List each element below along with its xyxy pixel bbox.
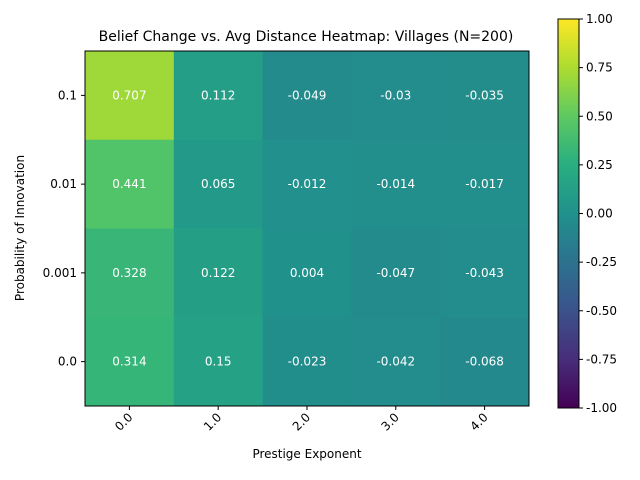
y-tick-label: 0.01 [50, 177, 77, 191]
colorbar-tick-label: -1.00 [586, 401, 617, 415]
colorbar-tick-label: 0.25 [586, 158, 613, 172]
cell-value-label: -0.068 [465, 355, 504, 369]
x-tick-label: 0.0 [112, 410, 135, 433]
heatmap-cell [262, 51, 352, 141]
cell-value-label: -0.047 [376, 266, 415, 280]
cell-value-label: 0.328 [112, 266, 146, 280]
cell-value-label: 0.314 [112, 355, 146, 369]
cell-value-label: 0.15 [205, 355, 232, 369]
heatmap-cell [262, 228, 352, 318]
colorbar-tick-label: 1.00 [586, 12, 613, 26]
cell-value-label: 0.441 [112, 177, 146, 191]
colorbar-ticks: -1.00 -0.75 -0.50 -0.25 0.00 0.25 0.50 0.75 1.00 [579, 12, 617, 415]
heatmap-cell [440, 139, 530, 229]
heatmap-cells: 0.707 0.112 -0.049 -0.03 -0.035 0.441 0.065 -0.… [85, 51, 530, 407]
colorbar-tick-label: 0.00 [586, 207, 613, 221]
colorbar-tick-label: -0.75 [586, 352, 617, 366]
heatmap-cell [85, 228, 175, 318]
x-tick-label: 1.0 [201, 410, 224, 433]
chart-title: Belief Change vs. Avg Distance Heatmap: … [99, 29, 514, 45]
heatmap-cell [173, 139, 264, 229]
cell-value-label: 0.065 [201, 177, 235, 191]
x-tick-label: 2.0 [290, 410, 313, 433]
cell-value-label: 0.004 [290, 266, 324, 280]
y-tick-label: 0.1 [58, 88, 77, 102]
heatmap-cell [351, 228, 441, 318]
heatmap-cell [173, 51, 264, 141]
colorbar-tick-label: -0.50 [586, 304, 617, 318]
heatmap-cell [262, 317, 352, 407]
cell-value-label: -0.012 [288, 177, 327, 191]
y-tick-label: 0.001 [43, 266, 77, 280]
heatmap-cell [440, 317, 530, 407]
x-tick-label: 4.0 [467, 410, 490, 433]
heatmap-cell [262, 139, 352, 229]
heatmap-cell [440, 51, 530, 141]
y-axis-ticks: 0.1 0.01 0.001 0.0 [43, 88, 85, 369]
y-tick-label: 0.0 [58, 355, 77, 369]
colorbar [557, 18, 580, 409]
heatmap-cell [85, 139, 175, 229]
heatmap-cell [85, 51, 175, 141]
cell-value-label: 0.707 [112, 88, 146, 102]
cell-value-label: -0.049 [288, 88, 327, 102]
cell-value-label: -0.014 [376, 177, 415, 191]
heatmap-cell [351, 51, 441, 141]
heatmap-cell [173, 228, 264, 318]
heatmap-cell [351, 317, 441, 407]
cell-value-label: -0.043 [465, 266, 504, 280]
cell-value-label: -0.03 [380, 88, 411, 102]
cell-value-label: -0.017 [465, 177, 504, 191]
colorbar-tick-label: 0.75 [586, 61, 613, 75]
heatmap-cell [173, 317, 264, 407]
cell-value-label: 0.112 [201, 88, 235, 102]
cell-value-label: -0.042 [376, 355, 415, 369]
y-axis-label: Probability of Innovation [13, 155, 27, 301]
cell-value-label: 0.122 [201, 266, 235, 280]
cell-value-label: -0.035 [465, 88, 504, 102]
heatmap-cell [351, 139, 441, 229]
x-tick-label: 3.0 [379, 410, 402, 433]
x-axis-ticks: 0.0 1.0 2.0 3.0 4.0 [112, 406, 491, 434]
cell-value-label: -0.023 [288, 355, 327, 369]
heatmap-cell [85, 317, 175, 407]
x-axis-label: Prestige Exponent [252, 447, 361, 461]
colorbar-tick-label: -0.25 [586, 255, 617, 269]
heatmap-cell [440, 228, 530, 318]
colorbar-tick-label: 0.50 [586, 109, 613, 123]
